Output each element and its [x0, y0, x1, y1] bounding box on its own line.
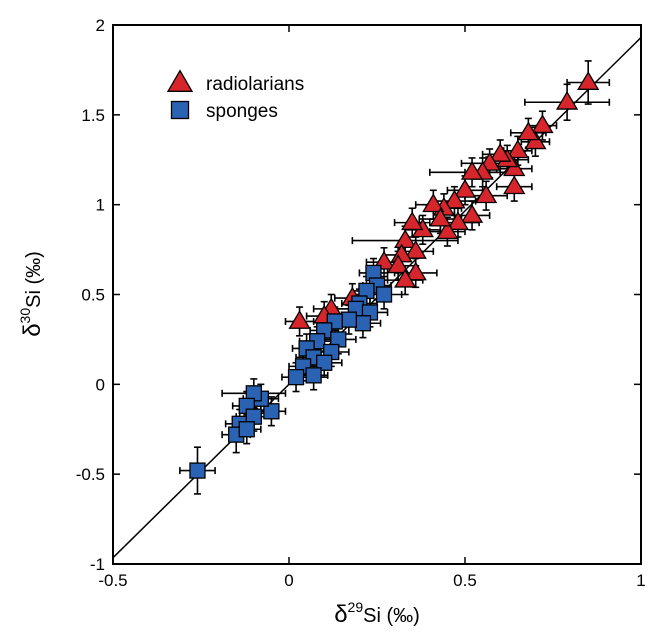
sponges-point — [263, 403, 280, 420]
y-tick-label: 0 — [96, 375, 105, 394]
legend-triangle-icon — [166, 69, 194, 92]
radiolarians-point — [555, 90, 579, 110]
radiolarians-point — [460, 161, 484, 180]
radiolarians-point — [401, 211, 424, 231]
radiolarians-point — [422, 193, 445, 213]
y-tick-label: 1 — [96, 196, 105, 215]
sponges-point — [340, 311, 357, 328]
radiolarians-point — [474, 184, 498, 204]
radiolarians-point — [372, 250, 396, 270]
radiolarians-point — [489, 143, 512, 162]
legend-square-icon — [170, 100, 190, 120]
y-tick-label: 2 — [96, 16, 105, 35]
radiolarians-point — [404, 261, 427, 281]
radiolarians-point — [577, 71, 600, 90]
legend-label-radiolarians: radiolarians — [206, 74, 304, 95]
radiolarians-point — [517, 121, 540, 141]
legend-label-sponges: sponges — [206, 101, 278, 122]
radiolarians-point — [506, 139, 529, 159]
radiolarians-point — [429, 207, 452, 227]
radiolarians-point — [436, 220, 459, 240]
x-tick-label: 1 — [636, 571, 645, 590]
radiolarians-point — [404, 240, 427, 259]
radiolarians-point — [386, 254, 410, 274]
radiolarians-point — [460, 204, 484, 223]
y-tick-label: 0.5 — [81, 286, 105, 305]
x-tick-label: -0.5 — [98, 571, 127, 590]
y-tick-label: -0.5 — [76, 465, 105, 484]
sponges-point — [316, 354, 333, 371]
x-axis-title: δ29Si (‰) — [334, 599, 420, 628]
radiolarians-point — [443, 189, 466, 209]
radiolarians-point — [503, 175, 526, 195]
sponges-point — [375, 286, 393, 303]
radiolarians-point — [446, 211, 470, 231]
x-tick-label: 0.5 — [453, 571, 477, 590]
sponges-point — [305, 367, 322, 384]
radiolarians-point — [453, 178, 477, 198]
legend: radiolarians sponges — [166, 69, 304, 122]
radiolarians-point — [394, 268, 417, 288]
sponges-point — [354, 315, 372, 332]
sponges-point — [238, 421, 255, 438]
radiolarians-point — [394, 229, 417, 249]
x-tick-label: 0 — [284, 571, 293, 590]
sponges-point — [189, 462, 206, 479]
y-tick-label: -1 — [90, 555, 105, 574]
y-tick-label: 1.5 — [81, 106, 105, 125]
radiolarians-point — [531, 114, 554, 134]
radiolarians-point — [288, 310, 311, 329]
sponges-point — [287, 368, 305, 386]
y-axis-title: δ30Si (‰) — [17, 251, 46, 337]
